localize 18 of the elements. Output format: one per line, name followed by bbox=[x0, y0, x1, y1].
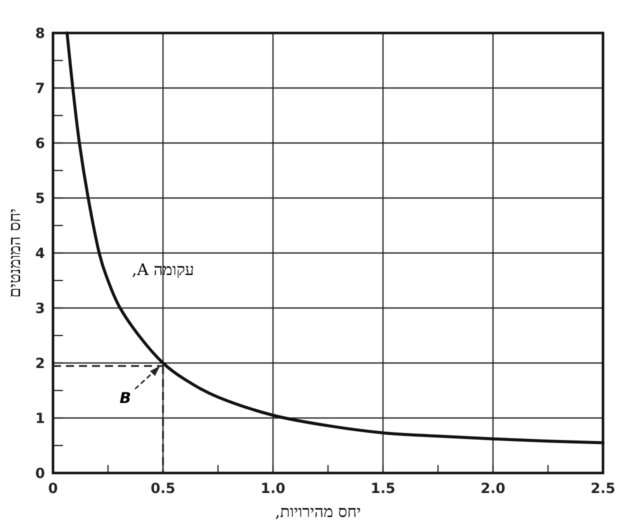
y-tick-label: 7 bbox=[35, 81, 45, 97]
x-tick-label: 1.0 bbox=[260, 481, 286, 497]
y-tick-label: 5 bbox=[35, 191, 45, 207]
y-tick-label: 8 bbox=[35, 26, 45, 42]
x-tick-label: 2.5 bbox=[590, 481, 616, 497]
y-tick-label: 0 bbox=[35, 466, 46, 482]
x-tick-label: 2.0 bbox=[480, 481, 506, 497]
x-tick-label: 1.5 bbox=[370, 481, 396, 497]
annotation: B bbox=[120, 389, 131, 407]
y-tick-label: 1 bbox=[35, 411, 45, 427]
y-tick-label: 3 bbox=[35, 301, 45, 317]
y-tick-label: 4 bbox=[35, 246, 46, 262]
x-tick-label: 0 bbox=[48, 481, 58, 497]
y-tick-label: 6 bbox=[35, 136, 45, 152]
y-tick-label: 2 bbox=[35, 356, 45, 372]
y-axis-title: יחס המומנטים bbox=[5, 208, 24, 298]
x-tick-label: 0.5 bbox=[150, 481, 176, 497]
x-axis-title: יחס מהירויות, bbox=[275, 502, 361, 521]
